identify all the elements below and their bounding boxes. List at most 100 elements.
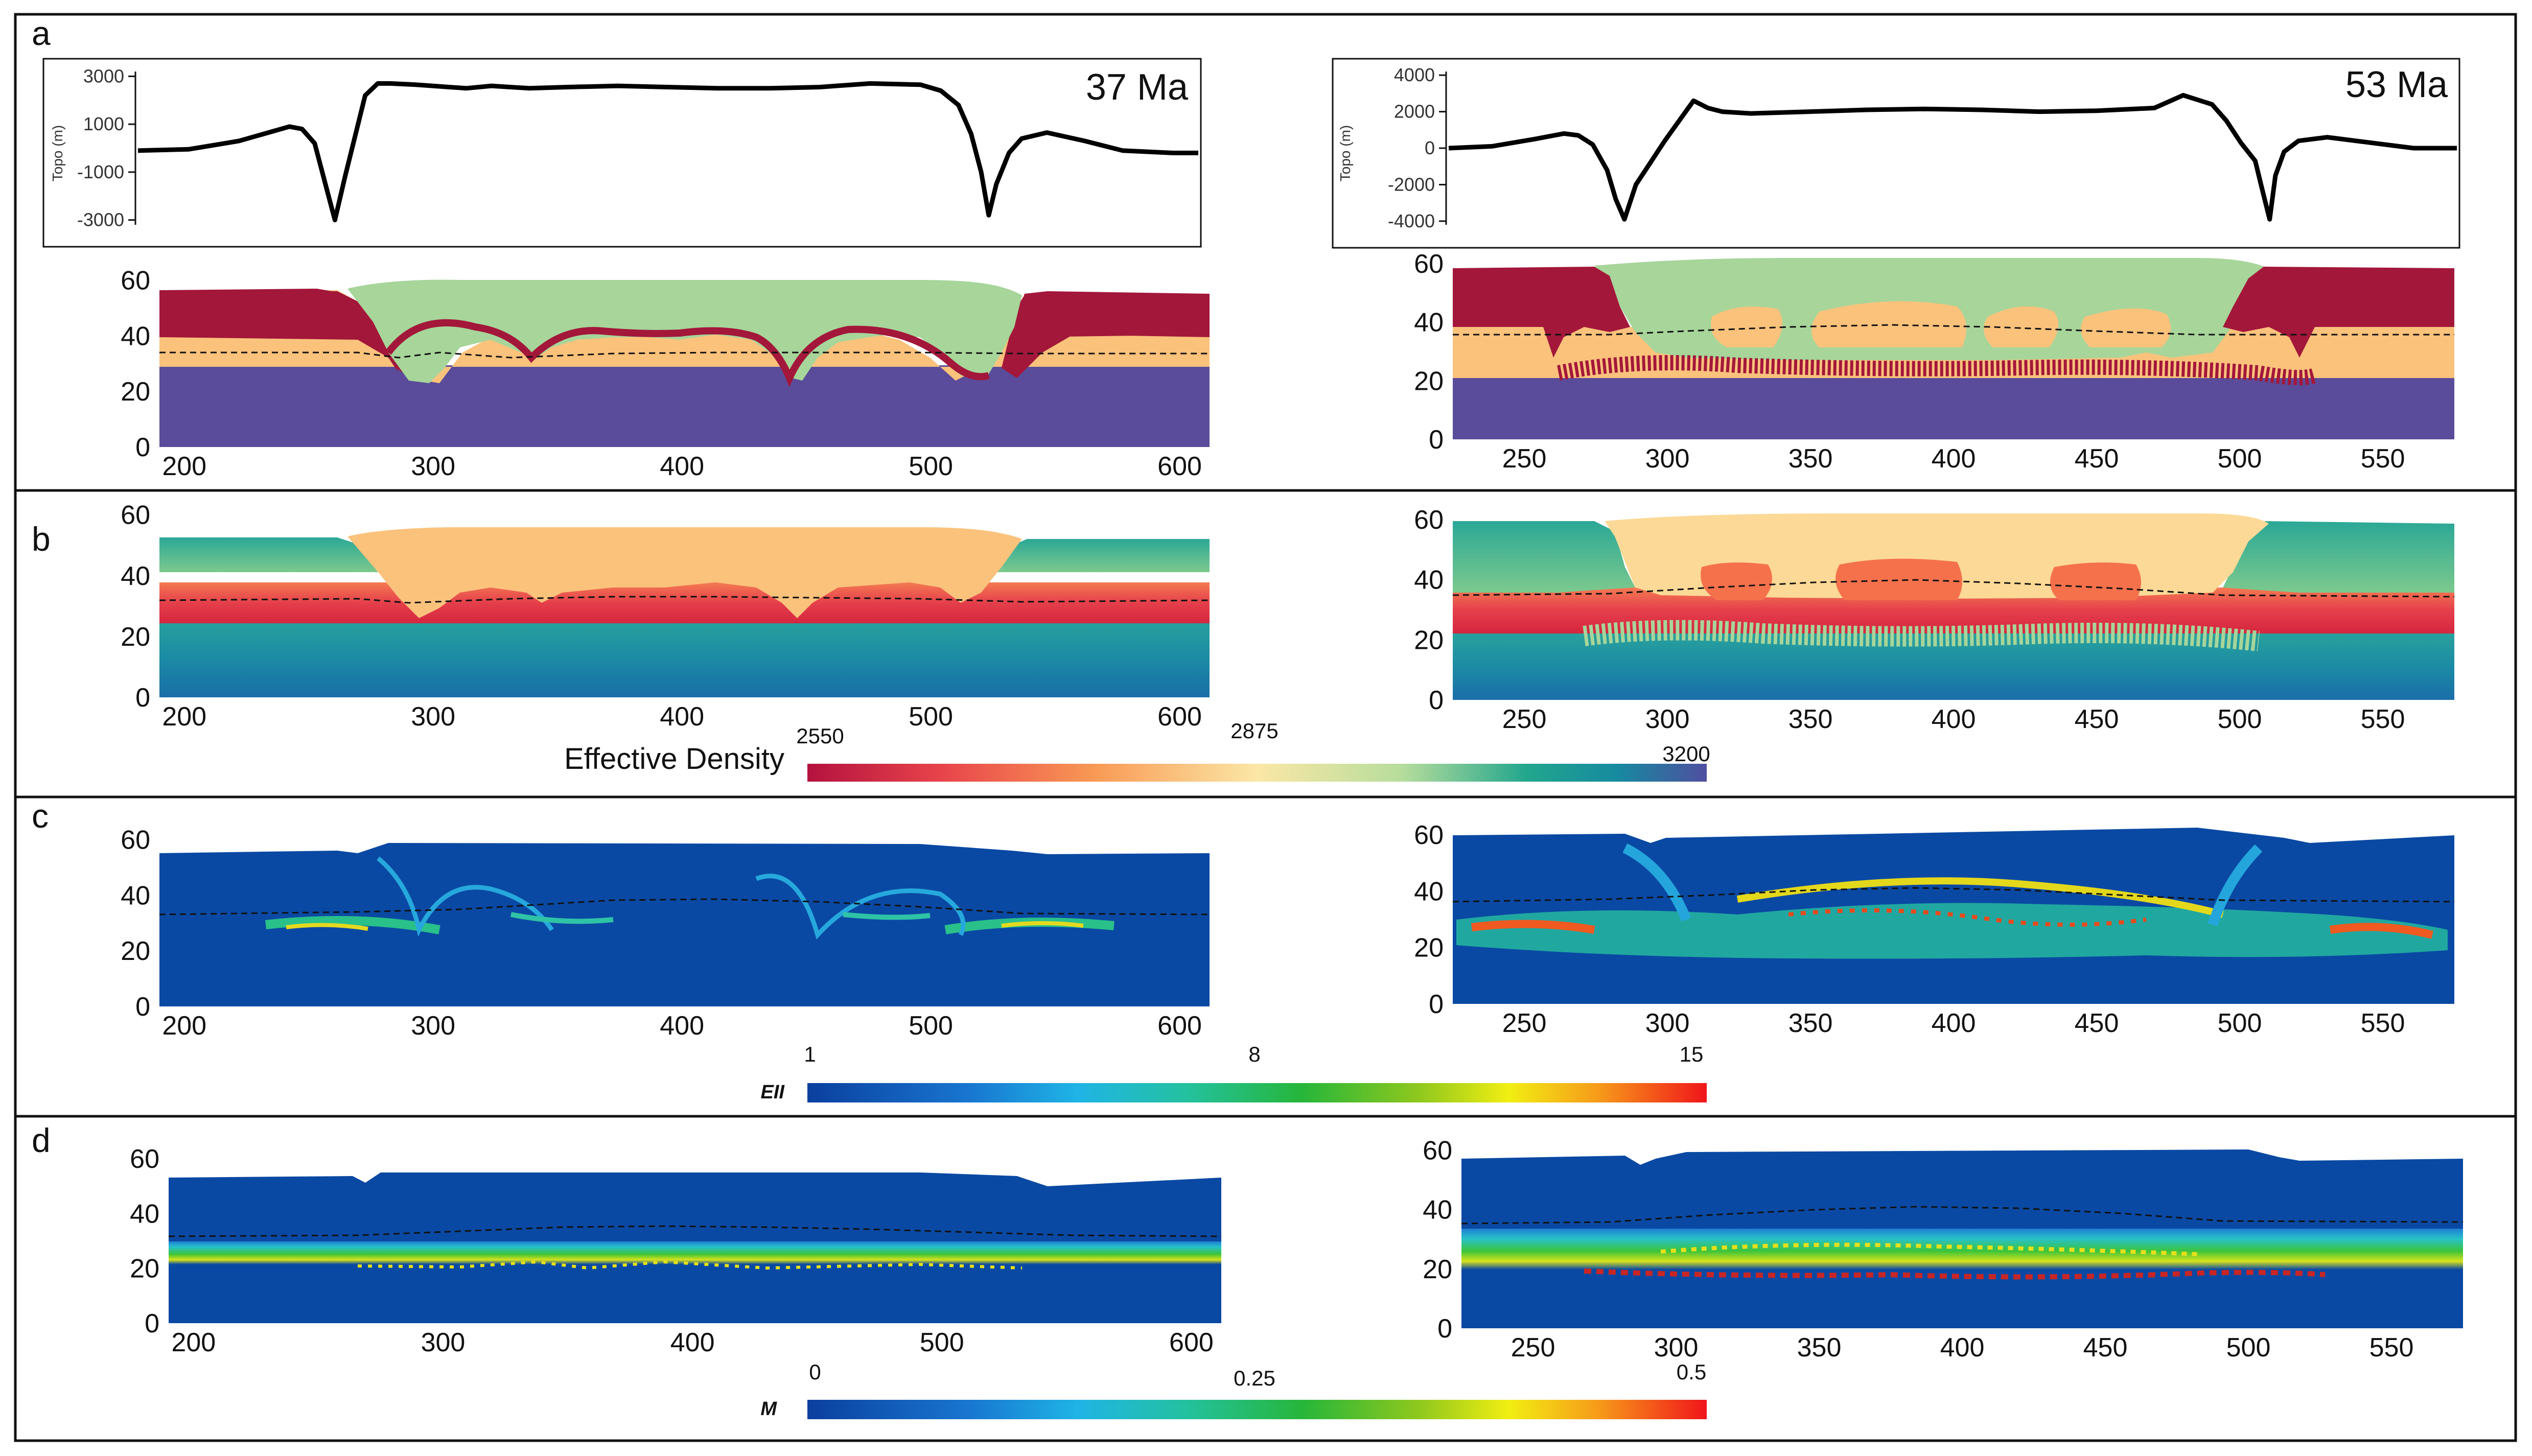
topo-ytick-label: 2000	[1394, 101, 1435, 122]
section-xtick-label: 600	[1157, 1011, 1202, 1041]
c-right-rift-flanks	[1622, 843, 2263, 927]
a-right-moho-line	[1453, 324, 2454, 336]
section-xtick-label: 500	[909, 702, 953, 732]
section-ytick-label: 0	[1429, 990, 1444, 1019]
density-colorbar-tick-min: 2550	[796, 724, 844, 748]
panel-d-left-section: 200 300 400 500 600 0 20 40 60	[130, 1144, 1222, 1357]
b-left-lith-east	[989, 539, 1210, 572]
d-left-melt-band	[169, 1241, 1221, 1264]
topo-ytick-label: 1000	[83, 113, 124, 134]
topo-right-series-line	[1448, 92, 2457, 222]
a-right-plume-3	[1984, 306, 2058, 347]
section-ytick-label: 60	[1414, 249, 1444, 279]
topo-chart-right: 4000 2000 0 -2000 -4000 Topo (m) 53 Ma	[1332, 58, 2460, 249]
section-ytick-label: 20	[1414, 625, 1444, 655]
topo-ytick-label: 3000	[83, 65, 124, 86]
melt-colorbar-ramp	[807, 1400, 1707, 1419]
d-left-melt-front	[357, 1260, 1023, 1270]
section-ytick-label: 40	[1414, 308, 1444, 338]
topo-left-ticks: 3000 1000 -1000 -3000	[77, 65, 135, 230]
section-xtick-label: 500	[2226, 1333, 2271, 1363]
density-colorbar-title: Effective Density	[564, 742, 784, 776]
b-right-axes: 250 300 350 400 450 500 550 0 20 40 60	[1414, 505, 2405, 734]
section-ytick-label: 0	[145, 1309, 159, 1338]
section-xtick-label: 550	[2361, 1008, 2405, 1038]
c-left-axes: 200 300 400 500 600 0 20 40 60	[121, 826, 1202, 1041]
melt-colorbar-tick-max: 0.5	[1677, 1360, 1706, 1384]
a-right-plume-2	[1811, 301, 1966, 347]
panel-label-c: c	[32, 797, 49, 835]
section-ytick-label: 60	[1414, 505, 1444, 535]
a-right-plume-4	[2081, 308, 2171, 347]
section-xtick-label: 300	[421, 1328, 466, 1357]
section-xtick-label: 550	[2361, 704, 2405, 734]
a-right-axes: 250 300 350 400 450 500 550 0 20 40 60	[1414, 249, 2405, 474]
b-left-crust	[347, 527, 1022, 618]
section-xtick-label: 500	[2218, 704, 2262, 734]
panel-a-left-section: 200 300 400 500 600 0 20 40 60	[121, 266, 1210, 481]
section-xtick-label: 550	[2370, 1333, 2414, 1363]
panel-label-a: a	[32, 14, 51, 52]
b-right-plume-1	[1701, 562, 1772, 600]
section-xtick-label: 350	[1797, 1333, 1842, 1363]
panel-b-left-section: 200 300 400 500 600 0 20 40 60	[121, 501, 1210, 732]
a-left-mantle	[159, 365, 1210, 447]
section-ytick-label: 0	[135, 433, 150, 462]
topo-chart-left: 3000 1000 -1000 -3000 Topo (m) 37 Ma	[42, 58, 1202, 248]
b-right-mixing-zone	[1583, 620, 2260, 651]
density-colorbar: Effective Density 2550 2875 3200	[564, 719, 1710, 782]
a-left-plume-outline	[385, 319, 990, 387]
melt-colorbar-tick-min: 0	[809, 1360, 821, 1384]
panel-a-right-section: 250 300 350 400 450 500 550 0 20 40 60	[1414, 249, 2454, 474]
section-xtick-label: 600	[1157, 702, 1202, 732]
a-right-lithosphere-east	[2223, 267, 2454, 358]
section-xtick-label: 350	[1788, 1008, 1833, 1038]
melt-colorbar-tick-mid: 0.25	[1234, 1366, 1275, 1390]
b-right-plume-2	[1836, 558, 1962, 600]
d-right-yellow-streaks	[1660, 1242, 2198, 1256]
section-ytick-label: 60	[121, 266, 150, 296]
topo-ytick-label: 4000	[1394, 64, 1435, 85]
b-left-axes: 200 300 400 500 600 0 20 40 60	[121, 501, 1202, 732]
b-right-lith-east	[2223, 521, 2454, 593]
section-xtick-label: 300	[411, 1011, 455, 1041]
b-right-moho-line	[1452, 579, 2455, 598]
c-right-axes: 250 300 350 400 450 500 550 0 20 40 60	[1414, 820, 2405, 1038]
section-ytick-label: 40	[130, 1199, 159, 1229]
section-ytick-label: 0	[1429, 425, 1444, 455]
b-left-lith-west	[159, 537, 378, 572]
age-label-right: 53 Ma	[2345, 64, 2448, 105]
b-right-plume-3	[2050, 562, 2141, 600]
section-xtick-label: 450	[2075, 444, 2119, 474]
section-xtick-label: 400	[670, 1328, 715, 1357]
topo-ytick-label: -3000	[77, 209, 124, 230]
section-ytick-label: 20	[1423, 1255, 1452, 1284]
a-right-mixing-zone	[1557, 355, 2317, 385]
topo-right-ticks: 4000 2000 0 -2000 -4000	[1388, 64, 1446, 231]
d-right-high-melt	[1584, 1269, 2326, 1280]
section-ytick-label: 0	[135, 683, 150, 713]
section-ytick-label: 60	[121, 501, 150, 530]
section-ytick-label: 20	[130, 1254, 159, 1284]
d-right-melt-band	[1461, 1229, 2463, 1270]
c-left-field	[159, 843, 1210, 1006]
section-xtick-label: 300	[1645, 444, 1690, 474]
section-xtick-label: 200	[171, 1328, 216, 1357]
topo-ytick-label: 0	[1425, 137, 1435, 158]
melt-colorbar: M 0 0.25 0.5	[760, 1360, 1707, 1420]
section-xtick-label: 300	[1654, 1333, 1699, 1363]
c-left-arc-1	[377, 856, 554, 937]
section-xtick-label: 400	[660, 1011, 704, 1041]
c-right-red-streaks	[1788, 908, 2147, 927]
section-xtick-label: 250	[1502, 704, 1547, 734]
section-ytick-label: 0	[1429, 686, 1444, 715]
d-left-moho-line	[168, 1225, 1222, 1237]
b-left-red-band	[159, 582, 1210, 623]
section-xtick-label: 400	[1932, 704, 1976, 734]
panel-d-right-section: 250 300 350 400 450 500 550 0 20 40 60	[1423, 1136, 2464, 1363]
section-xtick-label: 300	[1645, 704, 1690, 734]
section-xtick-label: 500	[920, 1328, 964, 1357]
a-left-moho-line	[159, 351, 1210, 359]
d-right-axes: 250 300 350 400 450 500 550 0 20 40 60	[1423, 1136, 2413, 1363]
topo-left-ylabel: Topo (m)	[50, 125, 65, 181]
